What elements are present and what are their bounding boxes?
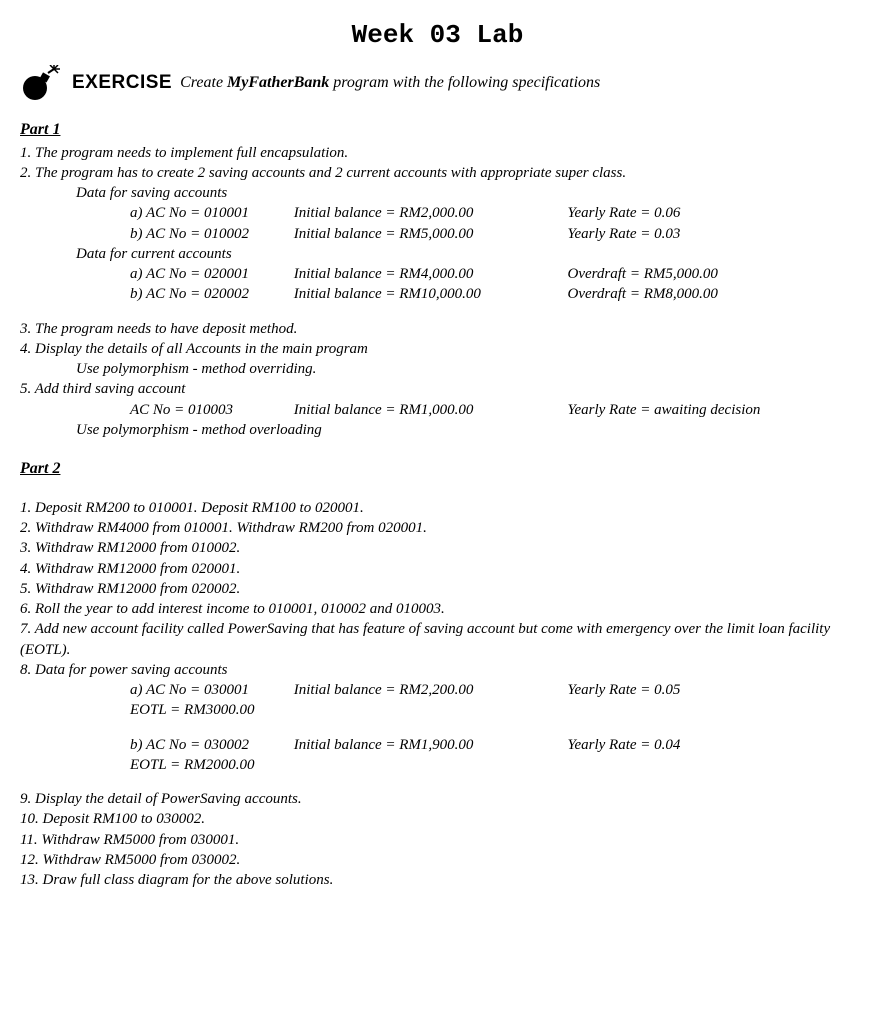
page-title: Week 03 Lab: [20, 18, 855, 53]
part1-line5-sub: Use polymorphism - method overloading: [20, 420, 855, 440]
saving-row-a: a) AC No = 010001 Initial balance = RM2,…: [20, 203, 855, 223]
part2-line3: 3. Withdraw RM12000 from 010002.: [20, 538, 855, 558]
exercise-header: EXERCISE Create MyFatherBank program wit…: [20, 65, 855, 101]
part1-line3: 3. The program needs to have deposit met…: [20, 319, 855, 339]
current-b-acno: b) AC No = 020002: [130, 284, 290, 304]
part2-line2: 2. Withdraw RM4000 from 010001. Withdraw…: [20, 518, 855, 538]
current-a-overdraft: Overdraft = RM5,000.00: [568, 264, 718, 284]
part1-header: Part 1: [20, 119, 855, 141]
current-row-b: b) AC No = 020002 Initial balance = RM10…: [20, 284, 855, 304]
power-b-eotl: EOTL = RM2000.00: [20, 755, 855, 775]
power-b-acno: b) AC No = 030002: [130, 735, 290, 755]
third-saving-rate: Yearly Rate = awaiting decision: [568, 400, 761, 420]
exercise-prefix: Create: [180, 74, 227, 91]
saving-a-balance: Initial balance = RM2,000.00: [294, 203, 564, 223]
part2-header: Part 2: [20, 458, 855, 480]
part2-line12: 12. Withdraw RM5000 from 030002.: [20, 850, 855, 870]
program-name: MyFatherBank: [227, 74, 329, 91]
part2-line8: 8. Data for power saving accounts: [20, 660, 855, 680]
third-saving-balance: Initial balance = RM1,000.00: [294, 400, 564, 420]
exercise-description: Create MyFatherBank program with the fol…: [180, 72, 600, 94]
part2-line11: 11. Withdraw RM5000 from 030001.: [20, 830, 855, 850]
part2-line7: 7. Add new account facility called Power…: [20, 619, 855, 660]
saving-b-rate: Yearly Rate = 0.03: [568, 224, 681, 244]
current-b-overdraft: Overdraft = RM8,000.00: [568, 284, 718, 304]
part2-line1: 1. Deposit RM200 to 010001. Deposit RM10…: [20, 498, 855, 518]
current-a-acno: a) AC No = 020001: [130, 264, 290, 284]
saving-a-acno: a) AC No = 010001: [130, 203, 290, 223]
part2-line10: 10. Deposit RM100 to 030002.: [20, 809, 855, 829]
exercise-label: EXERCISE: [72, 70, 172, 96]
part1-line4-sub: Use polymorphism - method overriding.: [20, 359, 855, 379]
current-row-a: a) AC No = 020001 Initial balance = RM4,…: [20, 264, 855, 284]
power-a-acno: a) AC No = 030001: [130, 680, 290, 700]
bomb-icon: [20, 65, 64, 101]
part1-line5: 5. Add third saving account: [20, 379, 855, 399]
part2-line5: 5. Withdraw RM12000 from 020002.: [20, 579, 855, 599]
saving-a-rate: Yearly Rate = 0.06: [568, 203, 681, 223]
exercise-suffix: program with the following specification…: [329, 74, 600, 91]
part1-line4: 4. Display the details of all Accounts i…: [20, 339, 855, 359]
power-row-a: a) AC No = 030001 Initial balance = RM2,…: [20, 680, 855, 700]
saving-row-b: b) AC No = 010002 Initial balance = RM5,…: [20, 224, 855, 244]
part1-line2: 2. The program has to create 2 saving ac…: [20, 163, 855, 183]
third-saving-acno: AC No = 010003: [130, 400, 290, 420]
current-b-balance: Initial balance = RM10,000.00: [294, 284, 564, 304]
current-a-balance: Initial balance = RM4,000.00: [294, 264, 564, 284]
power-row-b: b) AC No = 030002 Initial balance = RM1,…: [20, 735, 855, 755]
part2-line9: 9. Display the detail of PowerSaving acc…: [20, 789, 855, 809]
power-b-balance: Initial balance = RM1,900.00: [294, 735, 564, 755]
part2-line6: 6. Roll the year to add interest income …: [20, 599, 855, 619]
third-saving-row: AC No = 010003 Initial balance = RM1,000…: [20, 400, 855, 420]
part2-line4: 4. Withdraw RM12000 from 020001.: [20, 559, 855, 579]
saving-b-acno: b) AC No = 010002: [130, 224, 290, 244]
power-b-rate: Yearly Rate = 0.04: [568, 735, 681, 755]
current-accounts-header: Data for current accounts: [20, 244, 855, 264]
saving-b-balance: Initial balance = RM5,000.00: [294, 224, 564, 244]
power-a-rate: Yearly Rate = 0.05: [568, 680, 681, 700]
part2-line13: 13. Draw full class diagram for the abov…: [20, 870, 855, 890]
saving-accounts-header: Data for saving accounts: [20, 183, 855, 203]
power-a-eotl: EOTL = RM3000.00: [20, 700, 855, 720]
part1-line1: 1. The program needs to implement full e…: [20, 143, 855, 163]
power-a-balance: Initial balance = RM2,200.00: [294, 680, 564, 700]
